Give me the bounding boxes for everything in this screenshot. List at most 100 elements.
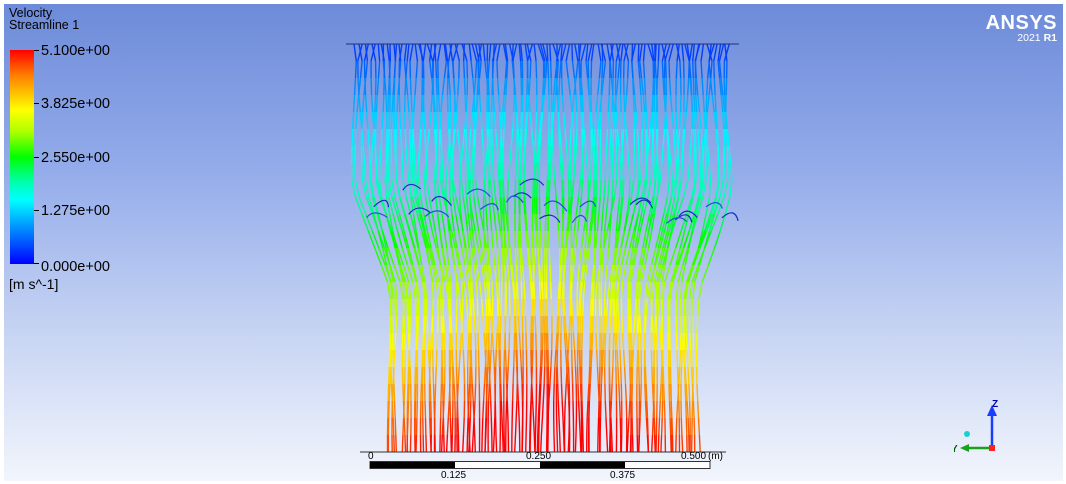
streamline-segment — [577, 332, 580, 351]
streamline-segment — [405, 145, 408, 164]
streamline-segment — [484, 349, 487, 368]
streamline-segment — [626, 434, 629, 453]
streamline-segment — [480, 298, 484, 317]
streamline-segment — [723, 94, 727, 113]
streamline-segment — [623, 94, 626, 113]
streamline-segment — [581, 264, 586, 283]
streamline-segment — [488, 264, 493, 283]
streamline-segment — [535, 179, 538, 198]
streamline-segment — [392, 281, 395, 300]
streamline-segment — [653, 417, 656, 436]
streamline-segment — [558, 298, 561, 317]
streamline-segment — [680, 213, 688, 232]
streamline-segment — [363, 162, 366, 181]
streamline-segment — [406, 298, 409, 317]
streamline-segment — [609, 281, 613, 300]
streamline-segment — [438, 94, 441, 113]
streamline-segment — [512, 111, 515, 130]
streamline-segment — [511, 383, 514, 402]
streamline-segment — [603, 230, 609, 249]
streamline-segment — [362, 145, 366, 164]
streamline-segment — [637, 43, 640, 62]
scale-bar-segment — [370, 462, 455, 468]
streamline-segment — [699, 230, 708, 249]
streamline-segment — [517, 230, 520, 249]
streamline-segment — [468, 434, 471, 453]
streamline-segment — [543, 315, 546, 334]
streamline-segment — [709, 77, 713, 96]
streamline-segment — [384, 77, 387, 96]
streamline-segment — [689, 332, 692, 351]
streamline-segment — [657, 162, 660, 181]
streamline-segment — [662, 128, 666, 147]
streamline-segment — [606, 247, 610, 266]
streamline-segment — [394, 43, 398, 62]
streamline-segment — [618, 213, 622, 232]
streamline-segment — [606, 434, 609, 453]
streamline-segment — [432, 43, 437, 62]
streamline-segment — [519, 162, 522, 181]
streamline-segment — [578, 77, 582, 96]
streamline-segment — [523, 145, 526, 164]
streamline-segment — [418, 162, 420, 181]
streamline-segment — [621, 315, 624, 334]
streamline-segment — [720, 94, 724, 113]
streamline-segment — [669, 94, 673, 113]
streamline-segment — [381, 247, 388, 266]
streamline-segment — [539, 111, 543, 130]
streamline-segment — [677, 162, 681, 181]
vortex-mark — [543, 200, 568, 212]
streamline-segment — [492, 77, 494, 96]
streamline-segment — [539, 298, 542, 317]
streamline-segment — [725, 111, 728, 130]
streamline-segment — [398, 264, 404, 283]
streamline-segment — [497, 162, 500, 181]
streamline-segment — [574, 434, 577, 453]
streamline-segment — [636, 128, 640, 147]
streamline-segment — [580, 264, 584, 283]
streamline-segment — [664, 60, 667, 79]
axis-triad[interactable]: Z Y — [954, 399, 1014, 459]
streamline-segment — [499, 315, 502, 334]
streamline-segment — [486, 128, 489, 147]
streamline-segment — [374, 162, 377, 181]
streamline-segment — [482, 43, 486, 62]
vortex-mark — [579, 200, 597, 208]
streamline-segment — [558, 417, 561, 436]
streamline-segment — [652, 77, 655, 96]
streamline-segment — [608, 230, 611, 249]
streamline-segment — [697, 400, 700, 419]
vortex-mark — [513, 192, 532, 199]
streamline-segment — [676, 145, 680, 164]
streamline-segment — [628, 400, 631, 419]
streamline-segment — [389, 230, 397, 249]
streamline-segment — [596, 366, 599, 385]
streamline-segment — [492, 94, 496, 113]
streamline-segment — [670, 213, 676, 232]
viewport[interactable]: Velocity Streamline 1 5.100e+00 3.825e+0… — [4, 4, 1063, 481]
streamline-segment — [687, 417, 690, 436]
streamline-segment — [440, 264, 447, 283]
streamline-segment — [616, 349, 619, 368]
streamline-segment — [491, 145, 494, 164]
streamline-segment — [528, 264, 532, 283]
streamline-segment — [554, 179, 557, 198]
streamline-segment — [502, 43, 508, 62]
streamline-segment — [508, 332, 511, 351]
streamline-segment — [396, 213, 403, 232]
streamline-segment — [402, 264, 410, 283]
streamline-segment — [565, 60, 569, 79]
streamline-segment — [585, 213, 589, 232]
streamline-segment — [520, 128, 523, 147]
streamline-segment — [618, 264, 623, 283]
streamline-segment — [657, 434, 660, 453]
streamline-segment — [637, 196, 643, 215]
streamline-segment — [549, 162, 552, 181]
streamline-segment — [729, 179, 733, 198]
streamline-segment — [685, 383, 688, 402]
streamline-segment — [573, 349, 577, 368]
streamline-segment — [368, 145, 371, 164]
streamline-segment — [414, 77, 417, 96]
streamline-segment — [387, 77, 390, 96]
vortex-mark — [480, 203, 499, 211]
